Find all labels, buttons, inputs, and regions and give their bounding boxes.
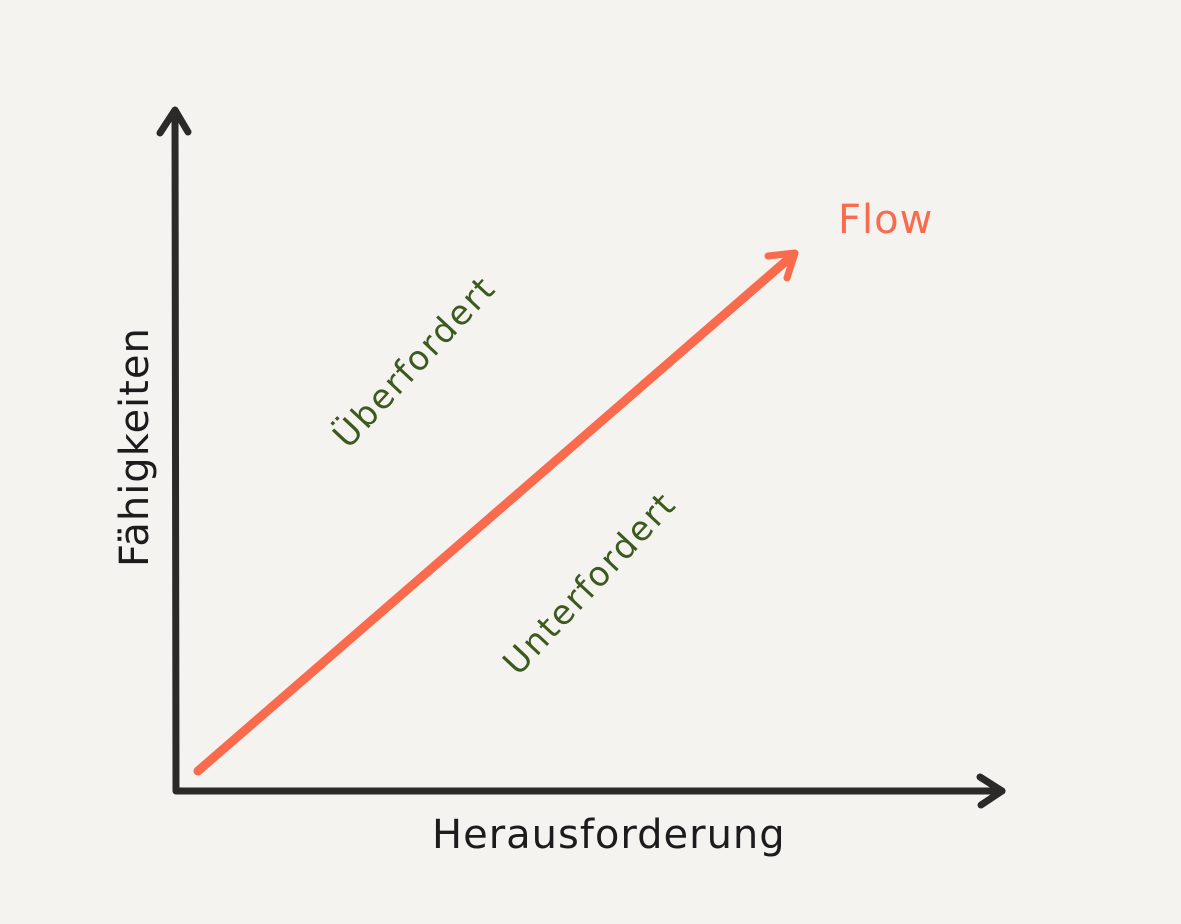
flow-arrow	[193, 249, 799, 776]
y-axis-line	[171, 108, 180, 794]
y-axis	[156, 106, 192, 794]
x-axis	[172, 773, 1006, 809]
y-axis-label: Fähigkeiten	[112, 327, 158, 567]
x-axis-label: Herausforderung	[432, 812, 786, 858]
x-axis-arrowhead	[976, 773, 1006, 809]
flow-label: Flow	[838, 197, 933, 243]
flow-arrowhead	[764, 249, 799, 282]
y-axis-arrowhead	[156, 106, 192, 137]
flow-arrow-line	[193, 250, 798, 776]
